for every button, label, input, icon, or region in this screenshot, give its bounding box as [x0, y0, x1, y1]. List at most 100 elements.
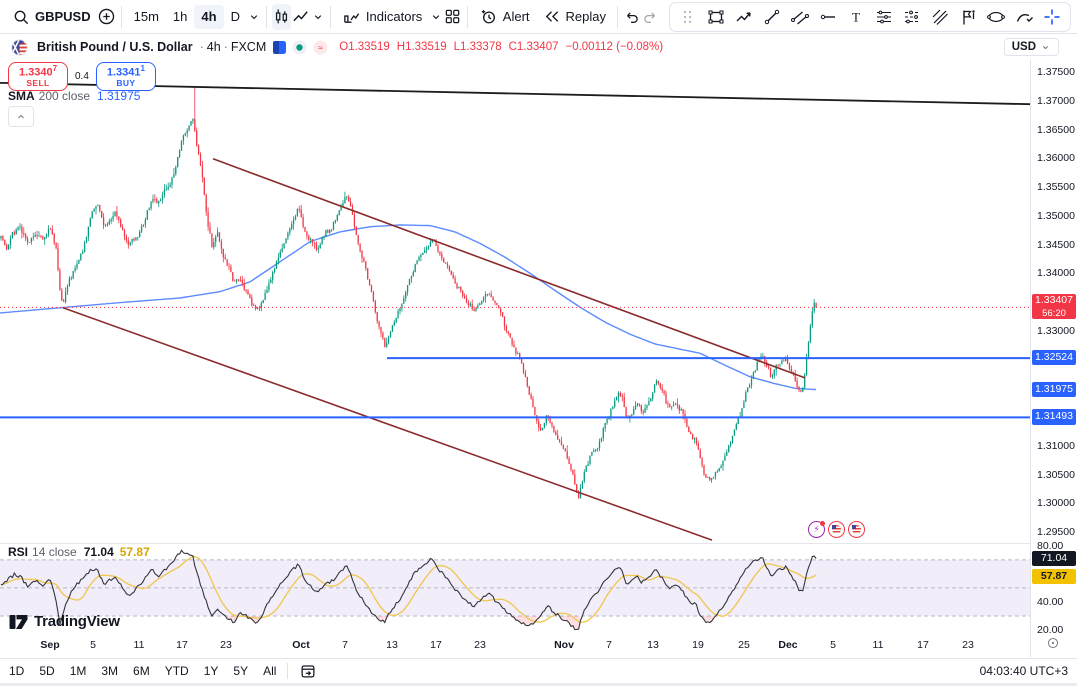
market-open-icon: [292, 40, 307, 55]
time-axis-tick: 17: [430, 639, 442, 651]
buy-price-sup: 1: [140, 64, 145, 73]
horizontal-ray-tool-icon[interactable]: [815, 5, 841, 29]
tradingview-logo[interactable]: TradingView: [8, 611, 120, 632]
price-axis-tick: 1.29500: [1037, 526, 1075, 538]
candles-style-icon[interactable]: [272, 3, 292, 30]
sell-price: 1.3340: [18, 66, 53, 79]
price-axis-tick: 1.36500: [1037, 123, 1075, 136]
flag-tool-icon[interactable]: [955, 5, 981, 29]
range-button-5d[interactable]: 5D: [39, 664, 55, 678]
rectangle-tool-icon[interactable]: [703, 5, 729, 29]
interval-button-1h[interactable]: 1h: [172, 9, 188, 24]
drag-handle-tool-icon[interactable]: [675, 5, 701, 29]
price-axis[interactable]: 1.33407 56:20 1.37500 1.37000 1.36500 1.360…: [1030, 60, 1077, 657]
top-toolbar: GBPUSD 15m 1h 4h D Indicators: [0, 0, 1077, 34]
level-price-label: 1.31975: [1032, 381, 1076, 397]
sell-button[interactable]: 1.33407 SELL: [8, 62, 68, 92]
multi-line-tool-icon[interactable]: [927, 5, 953, 29]
collapse-pane-button[interactable]: [8, 106, 34, 127]
currency-dropdown[interactable]: USD: [1003, 38, 1059, 56]
brush-tool-icon[interactable]: [1011, 5, 1037, 29]
last-price-label: 1.33407 56:20: [1032, 294, 1076, 320]
time-axis-tick: 23: [474, 639, 486, 651]
range-button-3m[interactable]: 3M: [101, 664, 119, 678]
symbol-title[interactable]: British Pound / U.S. Dollar: [37, 40, 193, 54]
replay-label: Replay: [565, 9, 606, 24]
text-tool-icon[interactable]: T: [843, 5, 869, 29]
buy-button[interactable]: 1.33411 BUY: [95, 62, 156, 92]
sma-params: 200 close: [38, 89, 91, 103]
economic-event-icon[interactable]: ⚡: [808, 521, 825, 538]
redo-icon[interactable]: [641, 4, 659, 30]
replay-button[interactable]: Replay: [536, 4, 612, 30]
crosshair-tool-icon[interactable]: [1039, 5, 1065, 29]
sell-label: SELL: [26, 77, 50, 88]
svg-text:T: T: [852, 9, 860, 24]
range-button-1y[interactable]: 1Y: [203, 664, 219, 678]
toolbar-separator: [616, 5, 618, 28]
symbol-info-row: British Pound / U.S. Dollar · 4h · FXCM …: [0, 34, 1077, 60]
open-value: O1.33519: [339, 41, 390, 53]
time-axis-tick: Dec: [778, 639, 798, 651]
price-axis-tick: 1.31000: [1037, 439, 1075, 452]
ohlc-values: O1.33519 H1.33519 L1.33378 C1.33407 −0.0…: [339, 41, 663, 53]
range-button-ytd[interactable]: YTD: [164, 664, 189, 678]
chart-area: Sep 5 11 17 23 Oct 7 13 17 23 Nov 7 13 19 25 Dec 5 11 17 23…: [0, 60, 1030, 657]
undo-icon[interactable]: [623, 4, 641, 30]
ellipse-tool-icon[interactable]: [983, 5, 1009, 29]
price-axis-tick: 1.34000: [1037, 267, 1075, 280]
style-chevron-icon[interactable]: [310, 4, 324, 30]
indicators-button[interactable]: Indicators: [336, 4, 428, 30]
interval-button-15m[interactable]: 15m: [133, 9, 159, 24]
polyline-tool-icon[interactable]: [731, 5, 757, 29]
rsi-legend[interactable]: RSI 14 close 71.04 57.87: [8, 545, 150, 559]
toolbar-separator: [329, 5, 331, 28]
range-button-5y[interactable]: 5Y: [233, 664, 249, 678]
price-axis-tick: 1.37000: [1037, 94, 1075, 107]
toolbar-separator: [466, 5, 468, 28]
range-button-1d[interactable]: 1D: [9, 664, 25, 678]
forecast-tool-icon[interactable]: [899, 5, 925, 29]
price-axis-tick: 1.30000: [1037, 497, 1075, 510]
range-button-6m[interactable]: 6M: [133, 664, 150, 678]
pattern-tool-icon[interactable]: [871, 5, 897, 29]
line-style-icon[interactable]: [291, 4, 310, 30]
range-button-all[interactable]: All: [263, 664, 277, 678]
close-value: C1.33407: [508, 41, 559, 53]
rsi-value-label: 71.04: [1032, 550, 1076, 566]
buy-label: BUY: [116, 77, 136, 88]
sma-legend[interactable]: SMA 200 close 1.31975: [8, 89, 140, 103]
range-button-1m[interactable]: 1M: [69, 664, 87, 678]
parallel-channel-tool-icon[interactable]: [787, 5, 813, 29]
compare-add-button[interactable]: [97, 4, 116, 30]
scale-target-icon[interactable]: [1046, 636, 1060, 655]
bottom-toolbar: 1D 5D 1M 3M 6M YTD 1Y 5Y All 04:03:40 UTC+3: [0, 658, 1077, 683]
time-axis-tick: 17: [917, 639, 929, 651]
rsi-ma-value: 57.87: [119, 545, 150, 559]
layout-grid-icon[interactable]: [443, 4, 462, 30]
time-axis-tick: Nov: [554, 639, 574, 651]
symbol-exchange: FXCM: [230, 40, 267, 54]
us-flag-event-icon[interactable]: [828, 521, 845, 538]
trendline-tool-icon[interactable]: [759, 5, 785, 29]
price-axis-tick: 1.35500: [1037, 181, 1075, 193]
delayed-data-icon: ≈: [313, 40, 328, 55]
chevron-up-icon: [18, 114, 24, 118]
session-clock[interactable]: 04:03:40 UTC+3: [979, 664, 1068, 678]
alert-button[interactable]: Alert: [473, 4, 536, 30]
interval-button-4h[interactable]: 4h: [194, 4, 224, 29]
interval-group: 15m 1h 4h D: [127, 4, 247, 29]
date-range-buttons: 1D 5D 1M 3M 6M YTD 1Y 5Y All: [9, 664, 276, 678]
sma-name: SMA: [8, 89, 35, 103]
rsi-value: 71.04: [83, 545, 114, 559]
symbol-search-button[interactable]: GBPUSD: [6, 4, 97, 30]
us-flag-event-icon[interactable]: [848, 521, 865, 538]
interval-button-d[interactable]: D: [230, 9, 240, 24]
change-value: −0.00112 (−0.08%): [565, 41, 664, 53]
indicators-chevron-icon[interactable]: [428, 4, 442, 30]
interval-chevron-icon[interactable]: [247, 4, 261, 30]
chart-canvas[interactable]: [0, 60, 1030, 635]
symbol-interval: 4h: [206, 40, 221, 54]
go-to-date-icon[interactable]: [299, 662, 317, 680]
